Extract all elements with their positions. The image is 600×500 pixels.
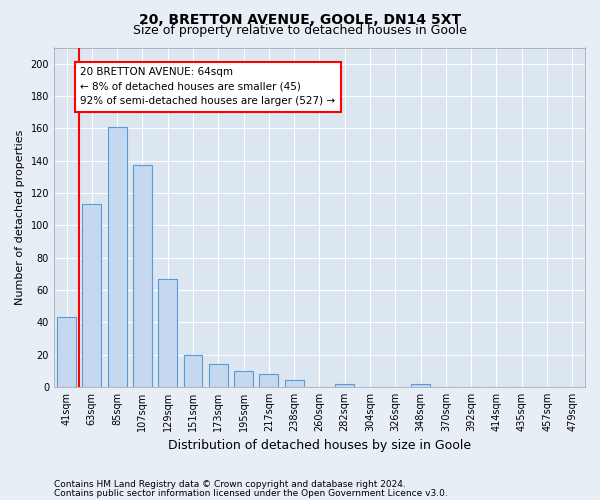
- Text: Size of property relative to detached houses in Goole: Size of property relative to detached ho…: [133, 24, 467, 37]
- X-axis label: Distribution of detached houses by size in Goole: Distribution of detached houses by size …: [168, 440, 471, 452]
- Bar: [234, 371, 253, 387]
- Y-axis label: Number of detached properties: Number of detached properties: [15, 130, 25, 305]
- Bar: [82, 204, 101, 387]
- Bar: [184, 354, 202, 387]
- Bar: [335, 384, 354, 387]
- Bar: [411, 384, 430, 387]
- Bar: [158, 278, 177, 387]
- Text: Contains HM Land Registry data © Crown copyright and database right 2024.: Contains HM Land Registry data © Crown c…: [54, 480, 406, 489]
- Text: 20, BRETTON AVENUE, GOOLE, DN14 5XT: 20, BRETTON AVENUE, GOOLE, DN14 5XT: [139, 12, 461, 26]
- Text: 20 BRETTON AVENUE: 64sqm
← 8% of detached houses are smaller (45)
92% of semi-de: 20 BRETTON AVENUE: 64sqm ← 8% of detache…: [80, 67, 335, 106]
- Bar: [259, 374, 278, 387]
- Bar: [57, 318, 76, 387]
- Bar: [284, 380, 304, 387]
- Text: Contains public sector information licensed under the Open Government Licence v3: Contains public sector information licen…: [54, 488, 448, 498]
- Bar: [133, 166, 152, 387]
- Bar: [107, 126, 127, 387]
- Bar: [209, 364, 228, 387]
